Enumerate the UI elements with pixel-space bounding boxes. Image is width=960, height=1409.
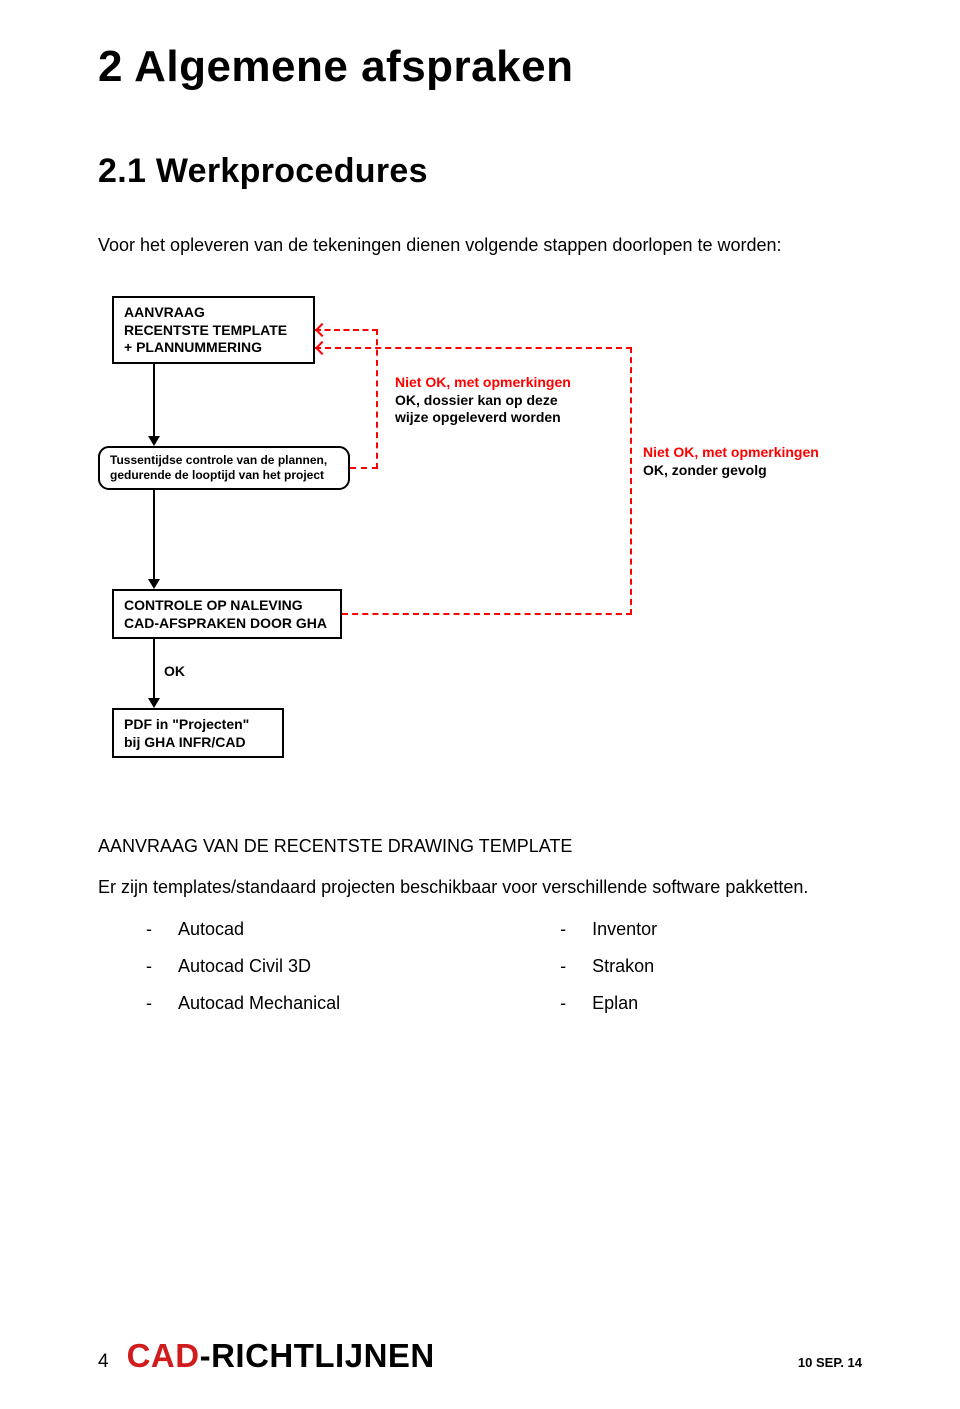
page-title: 2 Algemene afspraken bbox=[98, 42, 862, 92]
bullet-dash: - bbox=[560, 956, 570, 977]
flow-node-label: PDF in "Projecten" bij GHA INFR/CAD bbox=[124, 716, 249, 750]
flow-annotation-red: Niet OK, met opmerkingen bbox=[395, 374, 571, 392]
flow-node-controle: CONTROLE OP NALEVING CAD-AFSPRAKEN DOOR … bbox=[112, 589, 342, 639]
intro-paragraph: Voor het opleveren van de tekeningen die… bbox=[98, 235, 862, 256]
flow-annotation-black: OK, zonder gevolg bbox=[643, 462, 819, 480]
arrow-down-icon bbox=[148, 579, 160, 589]
software-list-right: - Inventor - Strakon - Eplan bbox=[560, 919, 657, 1030]
bullet-dash: - bbox=[560, 919, 570, 940]
flow-edge-dashed bbox=[342, 613, 632, 615]
list-item-label: Autocad bbox=[178, 919, 244, 940]
bullet-dash: - bbox=[146, 956, 156, 977]
bullet-dash: - bbox=[560, 993, 570, 1014]
flow-edge-dashed bbox=[350, 467, 378, 469]
flow-edge-dashed bbox=[315, 347, 632, 349]
footer-date: 10 SEP. 14 bbox=[798, 1355, 862, 1370]
list-item-label: Eplan bbox=[592, 993, 638, 1014]
list-item: - Inventor bbox=[560, 919, 657, 940]
flow-node-tussentijds: Tussentijdse controle van de plannen, ge… bbox=[98, 446, 350, 490]
arrow-left-icon bbox=[315, 323, 329, 337]
list-item: - Eplan bbox=[560, 993, 657, 1014]
arrow-down-icon bbox=[148, 698, 160, 708]
flow-annotation: Niet OK, met opmerkingen OK, dossier kan… bbox=[395, 374, 571, 427]
flow-edge-dashed bbox=[630, 347, 632, 615]
flow-annotation-red: Niet OK, met opmerkingen bbox=[643, 444, 819, 462]
flow-edge bbox=[153, 490, 155, 583]
list-item: - Autocad Mechanical bbox=[146, 993, 340, 1014]
subsection-title: AANVRAAG VAN DE RECENTSTE DRAWING TEMPLA… bbox=[98, 836, 862, 857]
footer-brand-cad: CAD bbox=[127, 1337, 200, 1374]
flow-node-aanvraag: AANVRAAG RECENTSTE TEMPLATE + PLANNUMMER… bbox=[112, 296, 315, 364]
footer-left: 4 CAD-RICHTLIJNEN bbox=[98, 1337, 435, 1375]
bullet-dash: - bbox=[146, 919, 156, 940]
arrow-down-icon bbox=[148, 436, 160, 446]
bullet-dash: - bbox=[146, 993, 156, 1014]
flow-edge bbox=[153, 639, 155, 702]
page-footer: 4 CAD-RICHTLIJNEN 10 SEP. 14 bbox=[98, 1337, 862, 1375]
section-heading: 2.1 Werkprocedures bbox=[98, 152, 862, 191]
list-item: - Strakon bbox=[560, 956, 657, 977]
flow-edge-label-ok: OK bbox=[164, 663, 185, 679]
arrow-left-icon bbox=[315, 341, 329, 355]
list-item-label: Autocad Mechanical bbox=[178, 993, 340, 1014]
flow-node-label: CONTROLE OP NALEVING CAD-AFSPRAKEN DOOR … bbox=[124, 597, 327, 631]
list-item: - Autocad Civil 3D bbox=[146, 956, 340, 977]
flow-edge bbox=[153, 364, 155, 441]
flow-annotation-black: OK, dossier kan op deze wijze opgeleverd… bbox=[395, 392, 571, 427]
flow-node-pdf: PDF in "Projecten" bij GHA INFR/CAD bbox=[112, 708, 284, 758]
subsection-paragraph: Er zijn templates/standaard projecten be… bbox=[98, 875, 862, 899]
flow-node-label: Tussentijdse controle van de plannen, ge… bbox=[110, 453, 327, 482]
flow-node-label: AANVRAAG RECENTSTE TEMPLATE + PLANNUMMER… bbox=[124, 304, 287, 355]
flow-annotation: Niet OK, met opmerkingen OK, zonder gevo… bbox=[643, 444, 819, 479]
page-number: 4 bbox=[98, 1351, 109, 1373]
list-item-label: Autocad Civil 3D bbox=[178, 956, 311, 977]
flow-edge-dashed bbox=[376, 329, 378, 469]
footer-brand-rest: -RICHTLIJNEN bbox=[200, 1337, 435, 1374]
list-item-label: Strakon bbox=[592, 956, 654, 977]
software-list-columns: - Autocad - Autocad Civil 3D - Autocad Mech… bbox=[98, 919, 862, 1030]
software-list-left: - Autocad - Autocad Civil 3D - Autocad Mech… bbox=[146, 919, 340, 1030]
flowchart: AANVRAAG RECENTSTE TEMPLATE + PLANNUMMER… bbox=[98, 296, 858, 806]
footer-brand: CAD-RICHTLIJNEN bbox=[127, 1337, 435, 1375]
list-item: - Autocad bbox=[146, 919, 340, 940]
list-item-label: Inventor bbox=[592, 919, 657, 940]
